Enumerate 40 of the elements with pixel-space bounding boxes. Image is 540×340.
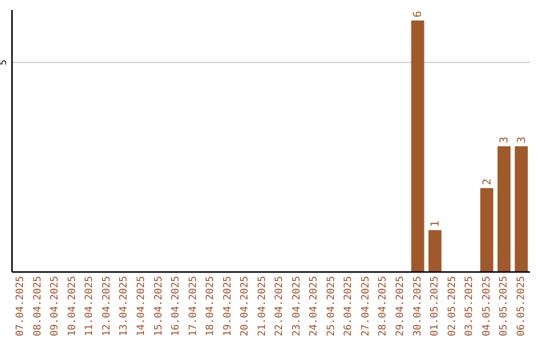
x-tick-label: 02.05.2025 (446, 276, 458, 336)
x-tick-label: 18.04.2025 (205, 276, 216, 336)
data-label: 3 (514, 136, 528, 144)
x-tick-label: 01.05.2025 (430, 276, 441, 336)
x-tick-label: 16.04.2025 (170, 276, 182, 336)
x-tick-label: 04.05.2025 (481, 276, 492, 336)
bar (428, 230, 442, 272)
bar (514, 146, 528, 272)
data-label: 2 (480, 178, 494, 186)
x-tick-label: 05.05.2025 (498, 276, 510, 336)
x-tick-label: 21.04.2025 (256, 276, 268, 336)
x-tick-label: 23.04.2025 (291, 276, 302, 336)
x-tick-label: 22.04.2025 (274, 276, 286, 336)
data-label: 6 (411, 10, 424, 18)
x-tick-label: 11.04.2025 (84, 276, 96, 336)
x-tick-label: 30.04.2025 (412, 276, 424, 336)
x-tick-label: 13.04.2025 (118, 276, 130, 336)
x-tick-label: 24.04.2025 (308, 276, 320, 336)
x-tick-label: 14.04.2025 (136, 276, 147, 336)
x-tick-label: 06.05.2025 (516, 276, 527, 336)
bar (480, 188, 494, 272)
x-tick-label: 27.04.2025 (360, 276, 372, 336)
x-tick-label: 12.04.2025 (101, 276, 112, 336)
x-tick-label: 28.04.2025 (378, 276, 389, 336)
x-tick-label: 10.04.2025 (66, 276, 78, 336)
x-tick-label: 15.04.2025 (153, 276, 164, 336)
x-tick-label: 07.04.2025 (15, 276, 26, 336)
x-tick-label: 29.04.2025 (395, 276, 406, 336)
x-tick-label: 25.04.2025 (326, 276, 337, 336)
x-tick-label: 17.04.2025 (188, 276, 199, 336)
bar (411, 20, 424, 272)
data-label: 3 (498, 136, 511, 144)
x-tick-label: 03.05.2025 (464, 276, 476, 336)
bar (498, 146, 511, 272)
x-tick-label: 09.04.2025 (50, 276, 61, 336)
x-tick-label: 08.04.2025 (32, 276, 44, 336)
x-tick-label: 20.04.2025 (240, 276, 251, 336)
x-tick-label: 19.04.2025 (222, 276, 234, 336)
data-label: 1 (428, 220, 442, 228)
x-tick-label: 26.04.2025 (343, 276, 354, 336)
